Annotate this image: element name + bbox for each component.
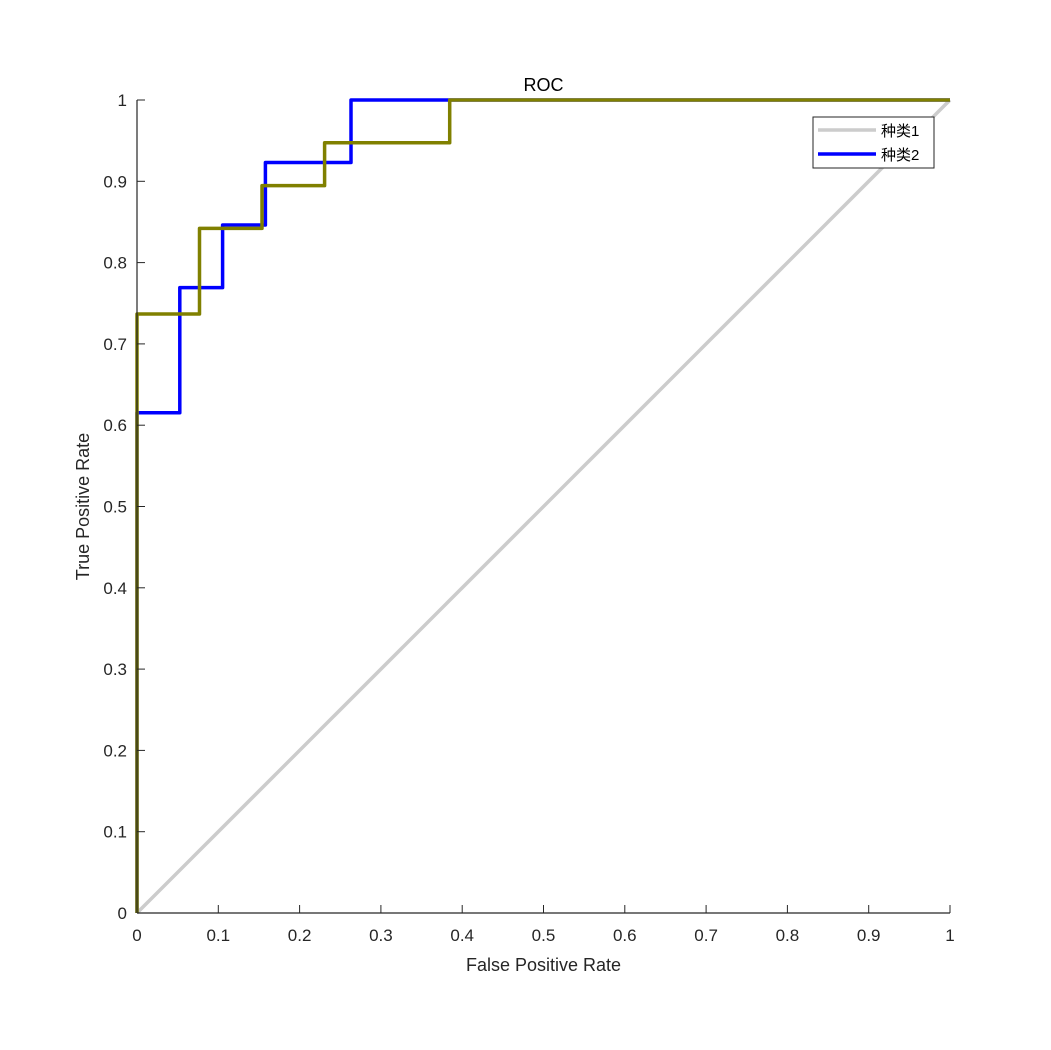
x-tick-label: 0.8 (776, 926, 800, 945)
legend-box (812, 116, 935, 169)
series-line-1 (135, 98, 952, 915)
y-tick-label: 1 (118, 91, 127, 110)
y-axis-label: True Positive Rate (73, 433, 93, 580)
legend-label: 种类1 (881, 123, 919, 140)
x-tick-label: 0.3 (369, 926, 393, 945)
y-tick-label: 0.4 (103, 579, 127, 598)
y-tick-label: 0.8 (103, 254, 127, 273)
series-layer (135, 98, 952, 915)
y-tick-label: 0.1 (103, 823, 127, 842)
x-tick-label: 0.7 (694, 926, 718, 945)
y-tick-label: 0.9 (103, 172, 127, 191)
x-tick-label: 0.6 (613, 926, 637, 945)
x-tick-label: 0 (132, 926, 141, 945)
y-tick-label: 0.2 (103, 741, 127, 760)
x-tick-label: 0.4 (450, 926, 474, 945)
x-tick-label: 0.9 (857, 926, 881, 945)
x-tick-label: 0.5 (532, 926, 556, 945)
x-tick-label: 0.1 (206, 926, 230, 945)
y-tick-label: 0.3 (103, 660, 127, 679)
x-tick-label: 0.2 (288, 926, 312, 945)
x-axis-label: False Positive Rate (466, 955, 621, 975)
legend-label: 种类2 (881, 147, 919, 164)
y-tick-label: 0.6 (103, 416, 127, 435)
y-tick-label: 0 (118, 904, 127, 923)
y-tick-label: 0.5 (103, 498, 127, 517)
y-tick-label: 0.7 (103, 335, 127, 354)
x-tick-label: 1 (945, 926, 954, 945)
chart-title: ROC (524, 75, 564, 95)
axes: 0 0.1 0.2 0.3 0.4 0.5 0.6 0.7 0.8 0.9 1 0 0.1 0.2 0.3 0… (103, 91, 954, 945)
series-line-3 (135, 98, 950, 913)
